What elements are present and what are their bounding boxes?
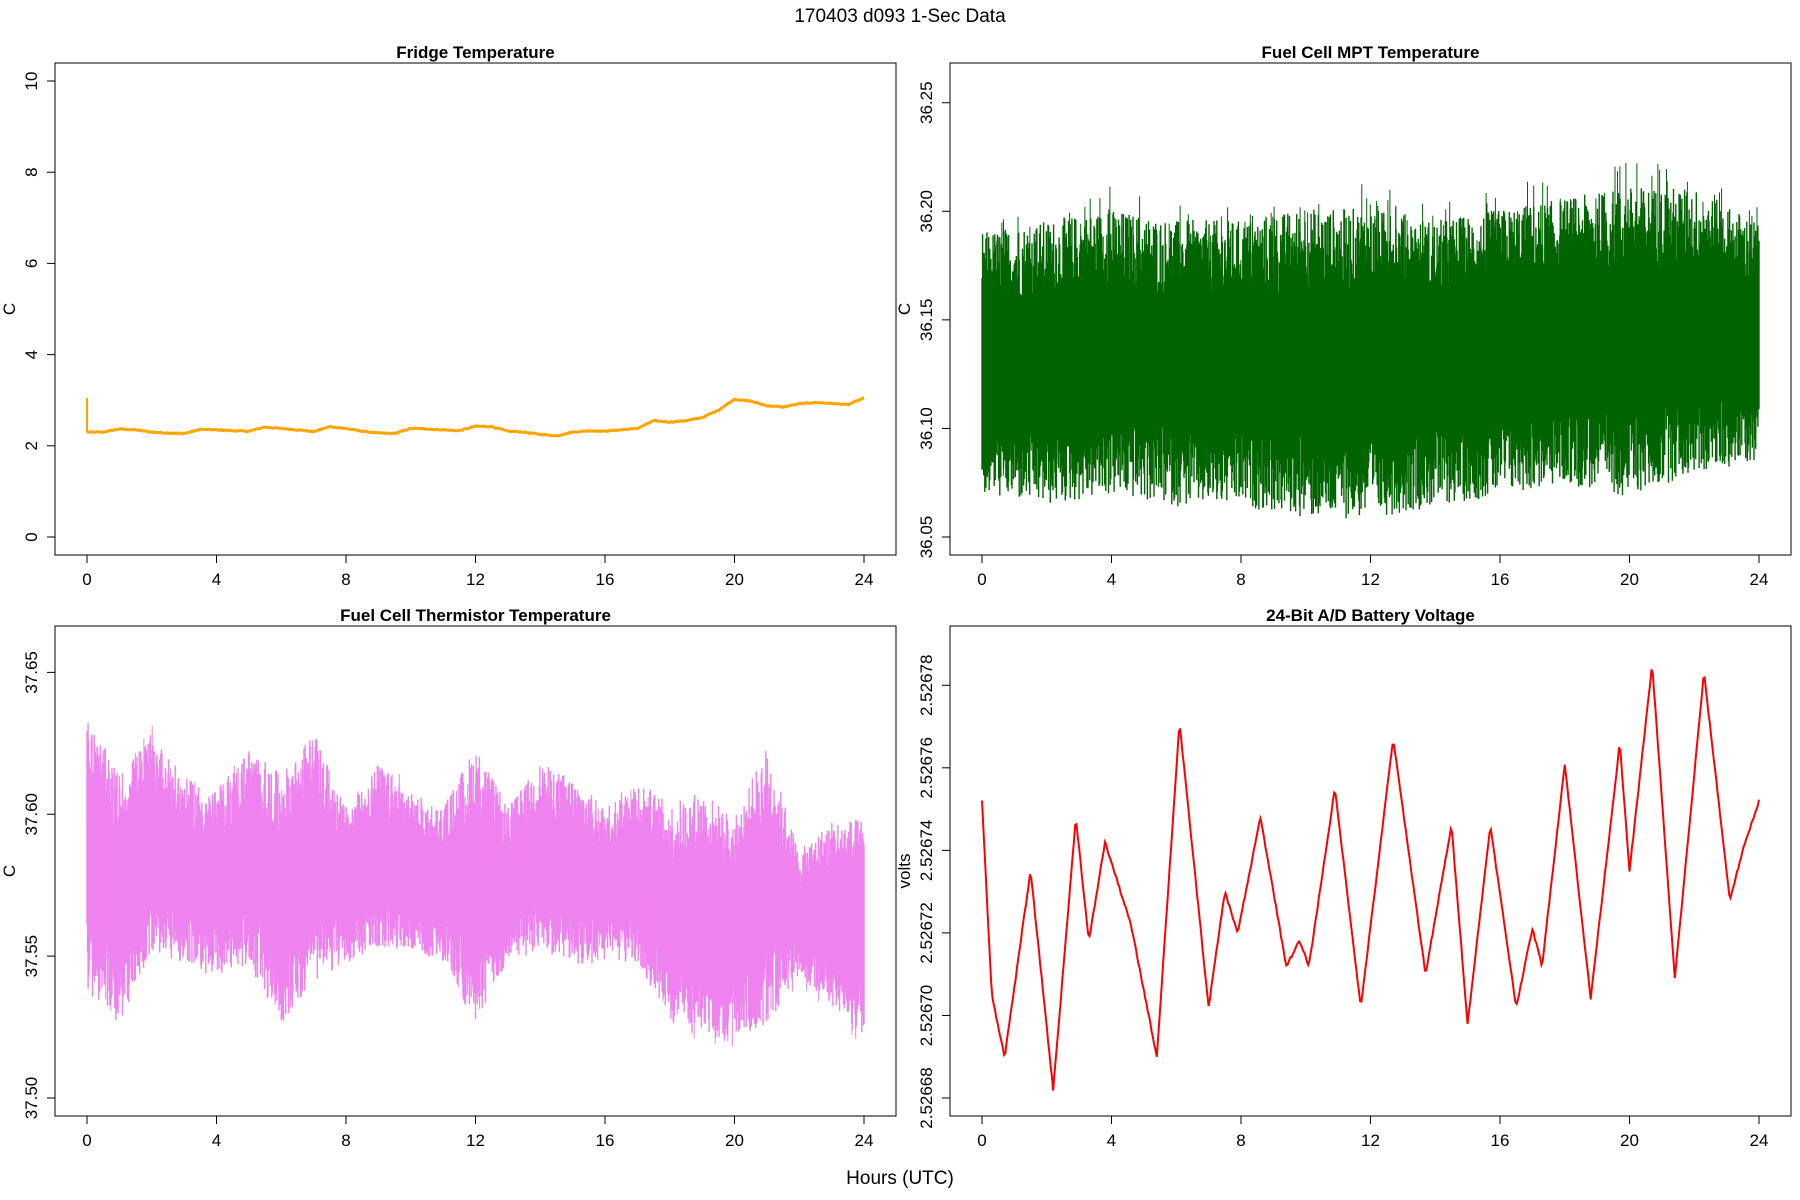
x-tick-label: 16 (596, 570, 615, 589)
x-tick-label: 20 (725, 1131, 744, 1150)
y-tick-label: 2.52676 (917, 737, 936, 798)
x-tick-label: 20 (1620, 570, 1639, 589)
y-tick-label: 2.52674 (917, 820, 936, 881)
x-tick-label: 16 (596, 1131, 615, 1150)
y-tick-label: 2.52672 (917, 902, 936, 963)
x-tick-label: 8 (341, 1131, 350, 1150)
y-tick-label: 4 (22, 350, 41, 359)
x-tick-label: 12 (1361, 1131, 1380, 1150)
y-tick-label: 2.52668 (917, 1067, 936, 1128)
series-band-core-1 (86, 723, 865, 1037)
x-tick-label: 4 (1107, 1131, 1116, 1150)
x-tick-label: 16 (1491, 570, 1510, 589)
series-line-1 (86, 396, 865, 438)
x-tick-label: 16 (1491, 1131, 1510, 1150)
chart-title: Fuel Cell Thermistor Temperature (340, 606, 611, 625)
y-axis-label: C (895, 303, 914, 315)
x-tick-label: 12 (1361, 570, 1380, 589)
x-tick-label: 0 (977, 570, 986, 589)
series-band-spikes-1 (983, 163, 1758, 495)
x-tick-label: 24 (1750, 1131, 1769, 1150)
y-axis-label: C (0, 865, 19, 877)
chart-title: Fuel Cell MPT Temperature (1262, 43, 1480, 62)
x-tick-label: 0 (977, 1131, 986, 1150)
chart-panel-3: Fuel Cell Thermistor Temperature 0 4 8 12 16 2… (0, 606, 897, 1150)
x-tick-label: 12 (466, 570, 485, 589)
chart-title: Fridge Temperature (396, 43, 554, 62)
series-band-spikes-1 (87, 725, 862, 1047)
y-axis-label: C (0, 303, 19, 315)
y-tick-label: 36.25 (917, 81, 936, 124)
x-tick-label: 0 (82, 1131, 91, 1150)
y-tick-label: 36.20 (917, 190, 936, 233)
y-tick-label: 37.50 (22, 1077, 41, 1120)
y-tick-label: 37.65 (22, 651, 41, 694)
x-tick-label: 8 (1236, 1131, 1245, 1150)
y-tick-label: 36.15 (917, 299, 936, 342)
chart-title: 24-Bit A/D Battery Voltage (1266, 606, 1475, 625)
x-tick-label: 12 (466, 1131, 485, 1150)
x-tick-label: 0 (82, 570, 91, 589)
plot-frame (949, 625, 1792, 1117)
x-tick-label: 4 (212, 1131, 221, 1150)
shared-x-axis-label: Hours (UTC) (846, 1168, 954, 1189)
y-tick-label: 37.60 (22, 793, 41, 836)
x-tick-label: 4 (212, 570, 221, 589)
y-tick-label: 2.52670 (917, 985, 936, 1046)
figure-title: 170403 d093 1-Sec Data (794, 6, 1006, 27)
y-tick-label: 2.52678 (917, 655, 936, 716)
x-tick-label: 24 (1750, 570, 1769, 589)
y-tick-label: 10 (22, 72, 41, 91)
y-tick-label: 8 (22, 167, 41, 176)
x-tick-label: 20 (1620, 1131, 1639, 1150)
y-axis-label: volts (895, 854, 914, 889)
x-tick-label: 8 (1236, 570, 1245, 589)
x-tick-label: 24 (855, 1131, 874, 1150)
y-tick-label: 37.55 (22, 935, 41, 978)
series-line-1 (981, 669, 1760, 1091)
y-tick-label: 0 (22, 532, 41, 541)
chart-panel-2: Fuel Cell MPT Temperature 0 4 8 12 16 20 24 36.0… (895, 43, 1792, 589)
y-tick-label: 2 (22, 441, 41, 450)
x-tick-label: 20 (725, 570, 744, 589)
plot-frame (54, 62, 897, 556)
y-tick-label: 36.05 (917, 516, 936, 559)
y-tick-label: 36.10 (917, 407, 936, 450)
y-tick-label: 6 (22, 259, 41, 268)
chart-panel-4: 24-Bit A/D Battery Voltage 0 4 8 12 16 20 24 2.5… (895, 606, 1792, 1150)
x-tick-label: 8 (341, 570, 350, 589)
x-tick-label: 4 (1107, 570, 1116, 589)
x-tick-label: 24 (855, 570, 874, 589)
